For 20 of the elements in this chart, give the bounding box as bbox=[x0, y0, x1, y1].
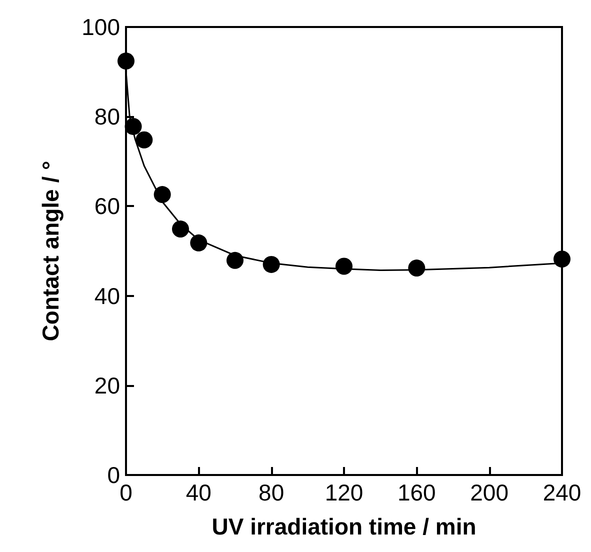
point bbox=[136, 131, 153, 148]
x-tick-label: 40 bbox=[186, 480, 212, 506]
y-tick-label: 80 bbox=[94, 104, 120, 130]
x-tick-label: 120 bbox=[324, 480, 364, 506]
x-tick-label: 240 bbox=[542, 480, 582, 506]
point bbox=[118, 52, 134, 70]
x-tick-label: 80 bbox=[258, 480, 284, 506]
y-tick-label: 100 bbox=[82, 14, 120, 40]
point bbox=[554, 250, 570, 268]
y-tick-label: 40 bbox=[94, 282, 120, 309]
y-axis-title: Contact angle / ° bbox=[38, 160, 64, 342]
point bbox=[190, 234, 208, 252]
point bbox=[226, 252, 244, 269]
x-tick-label: 160 bbox=[397, 480, 436, 506]
point bbox=[172, 220, 189, 238]
y-tick-label: 60 bbox=[94, 193, 120, 220]
x-tick-label: 200 bbox=[470, 480, 509, 506]
x-axis-title: UV irradiation time / min bbox=[212, 514, 476, 540]
y-tick-label: 20 bbox=[94, 372, 120, 398]
y-tick-label: 0 bbox=[107, 462, 120, 488]
